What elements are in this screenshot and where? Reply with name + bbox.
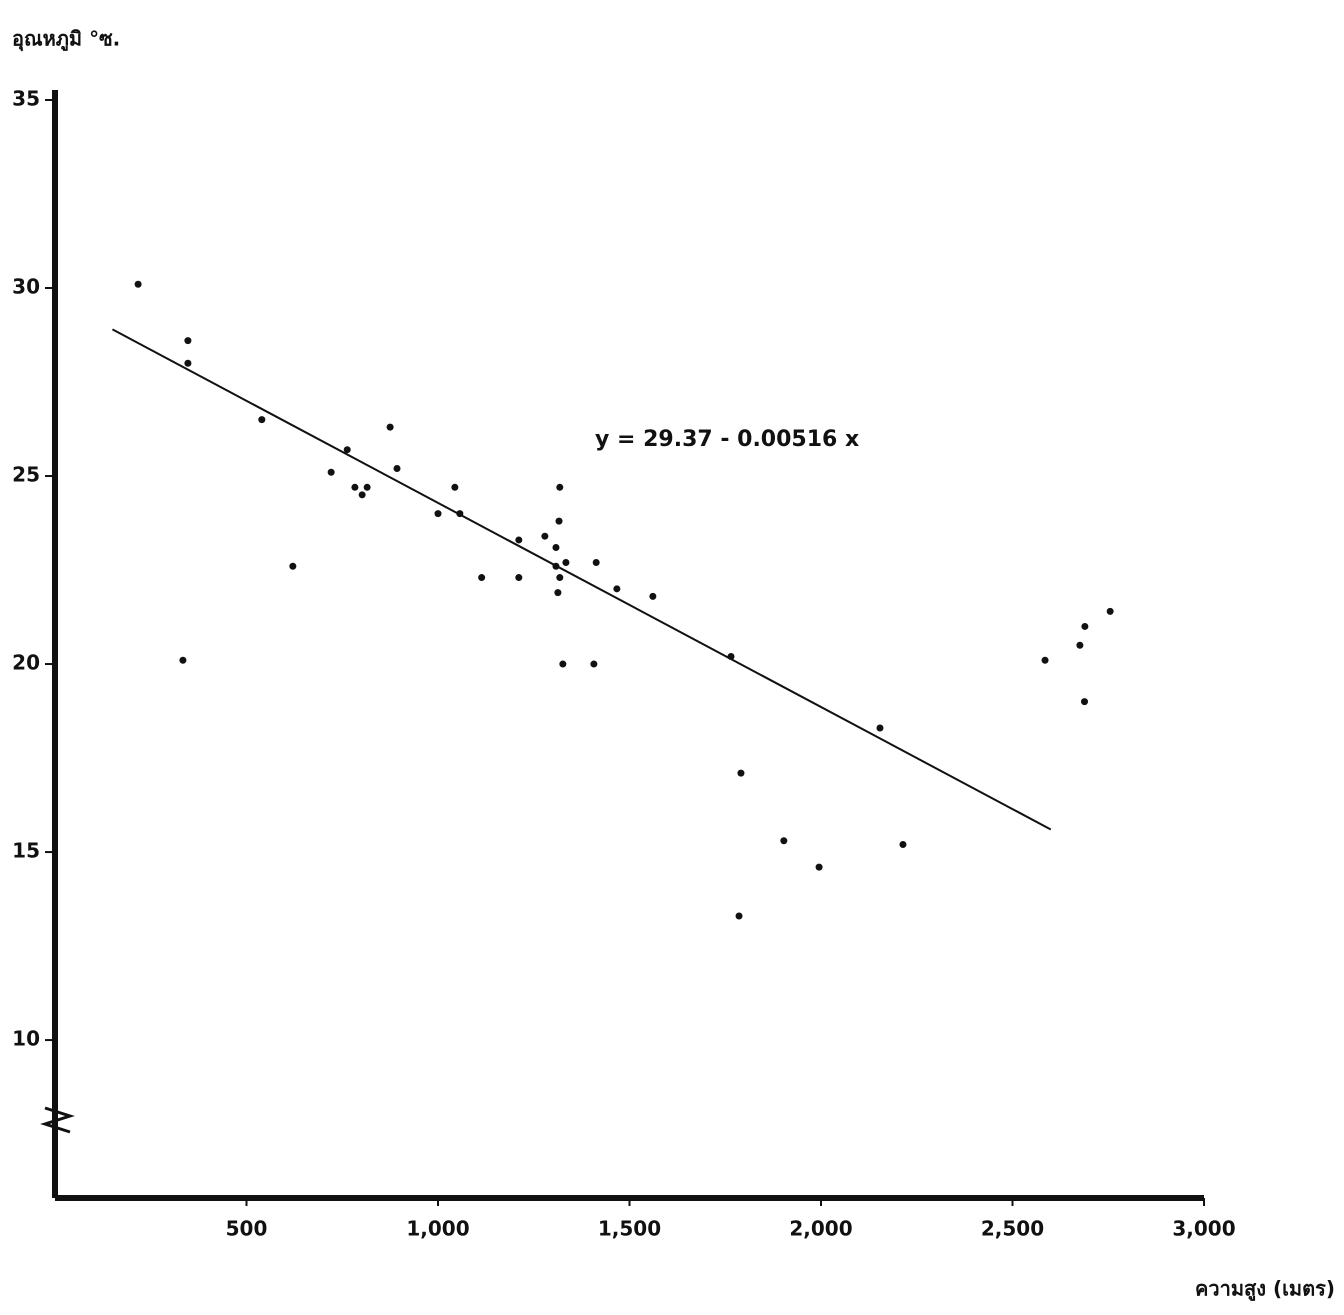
y-axis-label: อุณหภูมิ °ซ. [12, 27, 120, 53]
data-point [179, 656, 187, 664]
data-point [515, 536, 523, 544]
regression-equation: y = 29.37 - 0.00516 x [595, 427, 859, 452]
data-point [351, 483, 359, 491]
data-point [1081, 698, 1089, 706]
data-point [386, 423, 394, 431]
data-point [327, 468, 335, 476]
data-point [876, 724, 884, 732]
y-tick-label: 20 [12, 651, 40, 675]
data-point [451, 483, 459, 491]
data-point [134, 280, 142, 288]
y-tick-label: 25 [12, 463, 40, 487]
data-point [735, 912, 743, 920]
x-tick-label: 2,500 [981, 1217, 1044, 1241]
data-point [554, 589, 562, 597]
data-point [184, 359, 192, 367]
data-point [737, 769, 745, 777]
x-tick-label: 3,000 [1172, 1217, 1235, 1241]
data-point [1106, 607, 1114, 615]
data-point [393, 465, 401, 473]
data-point [184, 337, 192, 345]
y-tick-label: 10 [12, 1027, 40, 1051]
data-point [515, 574, 523, 582]
y-tick-label: 15 [12, 839, 40, 863]
data-point [899, 841, 907, 849]
data-point [552, 543, 560, 551]
data-point [559, 660, 567, 668]
data-point [541, 532, 549, 540]
x-tick-label: 500 [226, 1217, 268, 1241]
data-point [478, 574, 486, 582]
y-tick-label: 30 [12, 275, 40, 299]
x-tick-label: 2,000 [789, 1217, 852, 1241]
data-point [649, 592, 657, 600]
data-point [592, 559, 600, 567]
data-point [555, 517, 563, 525]
data-point [590, 660, 598, 668]
data-point [780, 837, 788, 845]
data-point [343, 446, 351, 454]
data-point [562, 559, 570, 567]
data-point [815, 863, 823, 871]
data-point [258, 416, 266, 424]
data-point [613, 585, 621, 593]
data-point [556, 483, 564, 491]
x-axis-label: ความสูง (เมตร) [1195, 1277, 1335, 1303]
data-point [1041, 656, 1049, 664]
data-point [1081, 622, 1089, 630]
regression-line [111, 328, 1052, 831]
x-tick-label: 1,500 [598, 1217, 661, 1241]
y-tick-label: 35 [12, 87, 40, 111]
data-point [556, 574, 564, 582]
x-tick-label: 1,000 [406, 1217, 469, 1241]
data-point [1076, 641, 1084, 649]
data-point [363, 483, 371, 491]
data-point [289, 562, 297, 570]
data-point [434, 510, 442, 518]
data-point [358, 491, 366, 499]
